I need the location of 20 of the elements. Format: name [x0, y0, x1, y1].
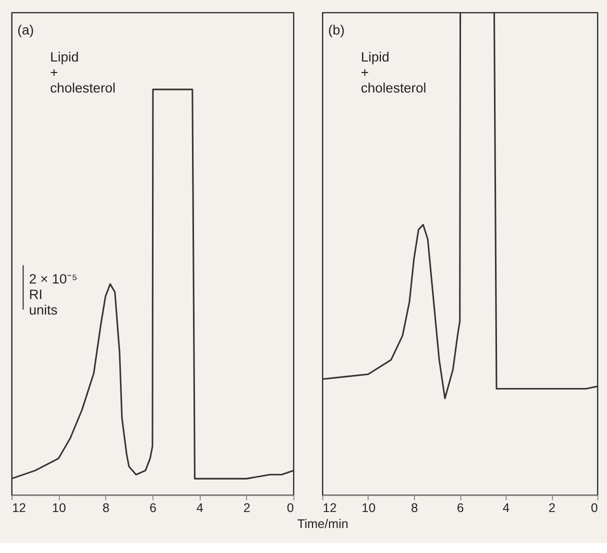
x-tick-label: 6 [456, 500, 464, 515]
annotation: (b) [328, 22, 345, 38]
x-tick-label: 4 [196, 500, 204, 515]
x-tick-label: 10 [52, 500, 66, 515]
x-tick-label: 8 [410, 500, 418, 515]
x-tick-label: 2 [243, 500, 250, 515]
x-tick-label: 12 [12, 500, 26, 515]
x-tick-label: 2 [548, 500, 556, 515]
x-tick-label: 8 [102, 500, 110, 515]
x-axis-title: Time/min [297, 517, 348, 532]
x-tick-label: 10 [362, 500, 376, 515]
text: (a) [17, 22, 34, 38]
x-tick-label: 4 [502, 500, 510, 515]
annotation: 2 × 10⁻⁵ RI units [28, 272, 78, 318]
x-tick-label: 12 [322, 500, 337, 515]
x-tick-label: 0 [590, 500, 598, 515]
x-tick-label: 6 [149, 500, 156, 515]
annotation: Lipid + cholesterol [360, 50, 426, 96]
x-tick-label: 0 [286, 500, 294, 515]
annotation: Lipid + cholesterol [50, 50, 116, 96]
